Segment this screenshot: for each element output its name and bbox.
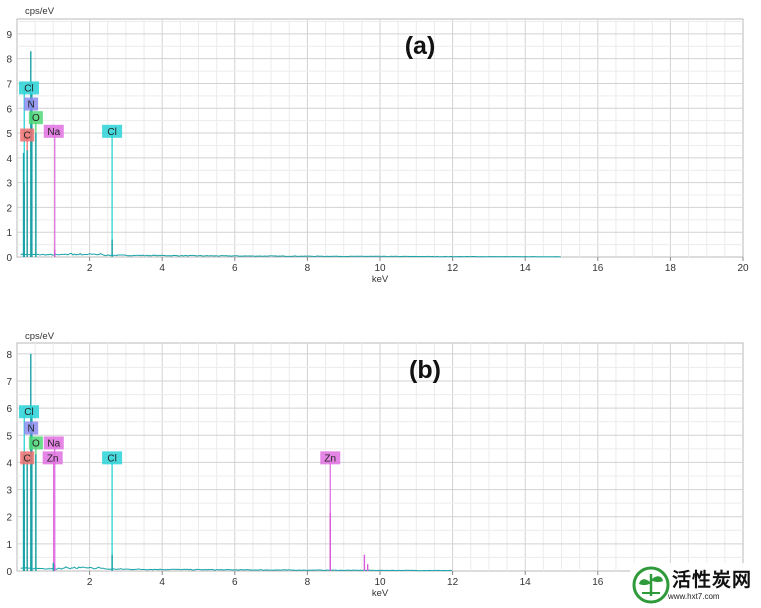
- marker-label: N: [28, 100, 35, 111]
- y-axis-label: cps/eV: [25, 331, 55, 342]
- x-tick-label: 8: [305, 577, 311, 588]
- element-marker: Zn: [320, 451, 341, 465]
- marker-box: [24, 97, 39, 111]
- marker-box: [24, 421, 39, 435]
- element-marker: N: [24, 97, 39, 111]
- marker-box: [320, 451, 341, 465]
- marker-label: Cl: [107, 127, 116, 138]
- marker-box: [102, 451, 123, 465]
- watermark-title: 活性炭网: [672, 569, 753, 591]
- x-tick-label: 14: [520, 263, 532, 274]
- marker-label: Zn: [47, 453, 59, 464]
- element-marker: Na: [43, 436, 64, 450]
- marker-box: [20, 128, 35, 142]
- watermark: 活性炭网 www.hxt7.com: [630, 563, 761, 608]
- y-tick-label: 8: [6, 55, 12, 66]
- y-tick-label: 6: [6, 104, 12, 115]
- marker-box: [19, 405, 39, 419]
- y-tick-label: 2: [6, 203, 12, 214]
- element-marker: Na: [43, 124, 64, 138]
- leaf-icon: [632, 566, 670, 604]
- gridlines: [17, 19, 743, 257]
- x-tick-label: 8: [305, 263, 311, 274]
- element-marker: Zn: [42, 451, 63, 465]
- y-tick-label: 1: [6, 540, 12, 551]
- x-tick-label: 16: [592, 577, 604, 588]
- spectrum-background: [20, 252, 561, 258]
- x-tick-label: 2: [87, 577, 93, 588]
- x-tick-label: 20: [737, 263, 749, 274]
- element-marker: C: [20, 451, 35, 465]
- x-tick-label: 10: [374, 263, 386, 274]
- element-marker: N: [24, 421, 39, 435]
- element-marker: C: [20, 128, 35, 142]
- marker-box: [28, 111, 43, 125]
- marker-label: C: [24, 131, 31, 142]
- marker-box: [42, 451, 63, 465]
- marker-box: [20, 451, 35, 465]
- y-tick-label: 0: [6, 567, 12, 578]
- x-tick-label: 4: [159, 577, 165, 588]
- x-tick-label: 12: [447, 577, 459, 588]
- y-tick-label: 3: [6, 486, 12, 497]
- marker-label: Na: [47, 438, 60, 449]
- element-marker: O: [28, 111, 43, 125]
- marker-label: N: [28, 424, 35, 435]
- x-tick-label: 18: [665, 263, 677, 274]
- x-tick-label: 4: [159, 263, 165, 274]
- x-tick-label: 10: [374, 577, 386, 588]
- y-tick-label: 7: [6, 79, 12, 90]
- marker-box: [43, 124, 64, 138]
- x-tick-label: 6: [232, 577, 238, 588]
- y-axis-label: cps/eV: [25, 6, 55, 17]
- marker-label: Cl: [107, 453, 116, 464]
- y-tick-label: 4: [6, 458, 12, 469]
- marker-box: [43, 436, 64, 450]
- marker-box: [102, 124, 123, 138]
- y-tick-label: 0: [6, 253, 12, 264]
- element-marker: O: [28, 436, 43, 450]
- y-tick-label: 7: [6, 377, 12, 388]
- spectrum-background: [20, 566, 452, 572]
- y-tick-label: 5: [6, 431, 12, 442]
- element-marker: Cl: [19, 405, 39, 419]
- marker-label: Cl: [24, 407, 33, 418]
- x-tick-label: 2: [87, 263, 93, 274]
- element-marker: Cl: [102, 124, 123, 138]
- marker-label: O: [32, 113, 40, 124]
- gridlines: [17, 343, 743, 571]
- marker-label: Na: [47, 127, 60, 138]
- marker-label: O: [32, 438, 40, 449]
- y-tick-label: 6: [6, 404, 12, 415]
- chart-title: (a): [405, 32, 436, 60]
- marker-label: Zn: [324, 453, 336, 464]
- x-tick-label: 14: [520, 577, 532, 588]
- marker-box: [28, 436, 43, 450]
- x-tick-label: 6: [232, 263, 238, 274]
- marker-label: C: [24, 453, 31, 464]
- y-tick-label: 1: [6, 228, 12, 239]
- x-axis-label: keV: [372, 274, 389, 285]
- x-tick-label: 12: [447, 263, 459, 274]
- marker-box: [19, 81, 39, 95]
- chart-title: (b): [409, 356, 441, 384]
- x-tick-label: 16: [592, 263, 604, 274]
- marker-label: Cl: [24, 83, 33, 94]
- y-tick-label: 4: [6, 154, 12, 165]
- y-tick-label: 8: [6, 350, 12, 361]
- y-tick-label: 3: [6, 179, 12, 190]
- chart-a: 2 4 6 8 10 12 14 16 18 200123456789cps/eVkeV(a)CN…: [6, 6, 749, 285]
- y-tick-label: 5: [6, 129, 12, 140]
- y-tick-label: 9: [6, 30, 12, 41]
- y-tick-label: 2: [6, 513, 12, 524]
- element-marker: Cl: [102, 451, 123, 465]
- x-axis-label: keV: [372, 588, 389, 599]
- element-marker: Cl: [19, 81, 39, 95]
- watermark-url: www.hxt7.com: [668, 592, 720, 601]
- chart-b: 2 4 6 8 10 12 14 16012345678cps/eVkeV(b)CNOClNa…: [6, 331, 744, 599]
